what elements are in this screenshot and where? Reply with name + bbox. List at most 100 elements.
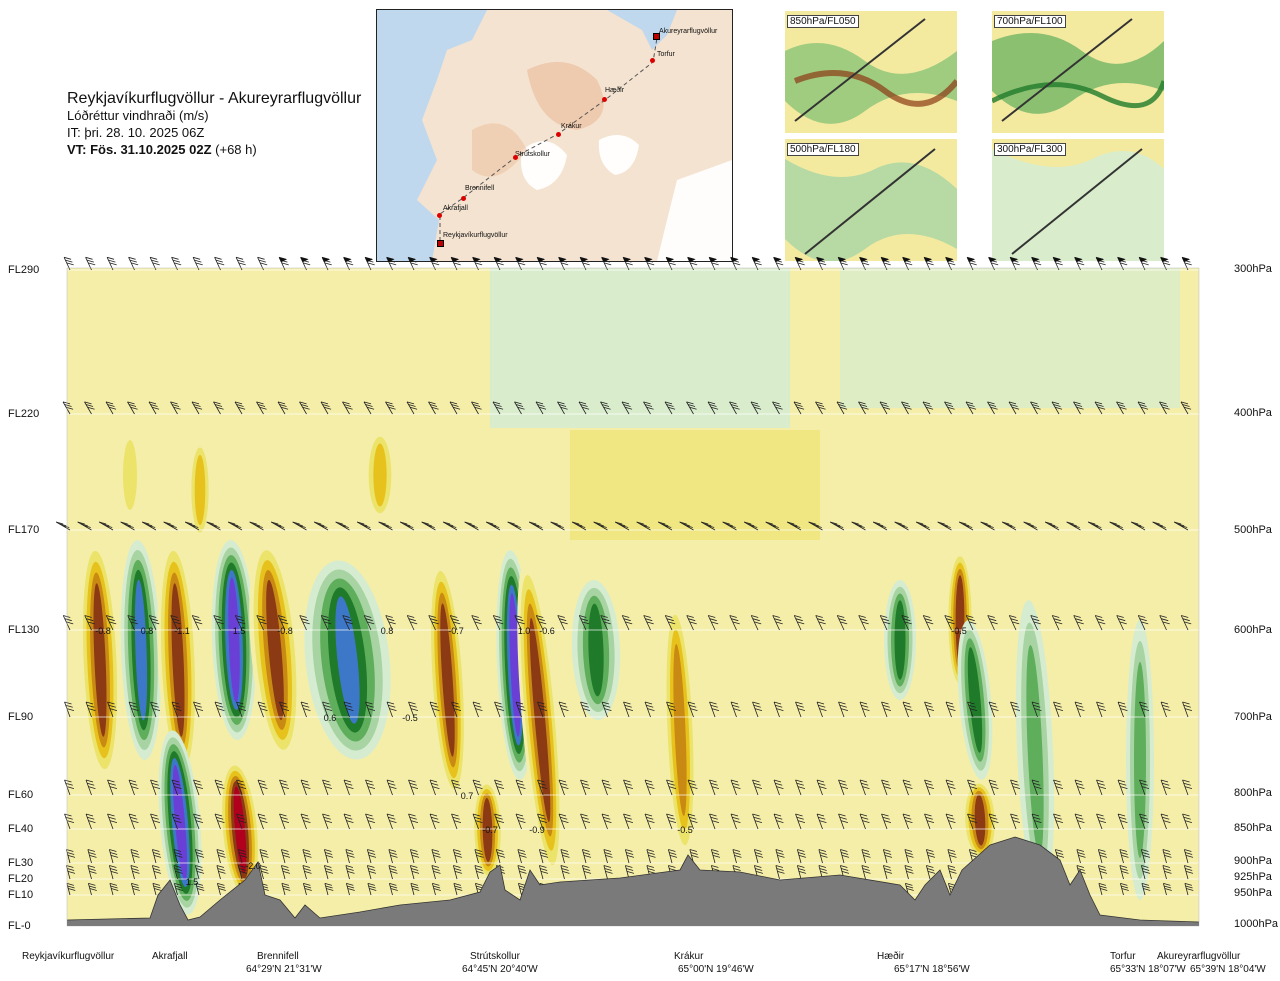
- wind-barb: [861, 849, 871, 864]
- wind-barb: [1152, 521, 1167, 531]
- wind-barb: [750, 615, 762, 631]
- wind-barb: [1173, 521, 1189, 531]
- wind-barb: [1159, 401, 1170, 415]
- wind-barb: [464, 521, 479, 531]
- wind-barb: [796, 865, 807, 880]
- wind-barb: [1162, 849, 1172, 864]
- wind-barb: [765, 521, 780, 531]
- wind-barb: [1053, 813, 1064, 830]
- valid-time-date: VT: Fös. 31.10.2025 02Z: [67, 142, 212, 157]
- wind-barb: [432, 883, 441, 896]
- wind-barb: [621, 401, 633, 415]
- wind-barb: [127, 401, 138, 415]
- y-tick-right: 300hPa: [1234, 263, 1272, 275]
- wind-barb: [345, 865, 355, 880]
- wind-barb: [313, 521, 329, 531]
- wind-barb: [388, 865, 398, 880]
- wind-barb: [107, 701, 118, 718]
- wind-barb: [302, 849, 312, 864]
- thumbnail-500hpa[interactable]: 500hPa/FL180: [785, 139, 957, 261]
- wind-barb: [85, 701, 96, 718]
- wind-barb: [901, 615, 912, 631]
- contour-band: [974, 794, 986, 846]
- wind-barb: [429, 813, 440, 830]
- wind-barb: [967, 813, 978, 830]
- wind-barb: [1109, 521, 1124, 531]
- wind-barb: [277, 401, 289, 415]
- wind-barb: [580, 701, 591, 718]
- wind-barb: [214, 779, 225, 796]
- wind-barb: [1087, 521, 1103, 531]
- wind-barb: [904, 865, 914, 880]
- wind-barb: [389, 883, 398, 896]
- wind-barb: [485, 521, 501, 531]
- contour-band: [134, 579, 148, 721]
- wind-barb: [558, 779, 569, 796]
- thumbnail-300hpa[interactable]: 300hPa/FL300: [992, 139, 1164, 261]
- wind-barb: [1094, 401, 1106, 415]
- wind-barb: [216, 849, 226, 864]
- wind-barb: [191, 401, 203, 415]
- wind-barb: [109, 883, 119, 896]
- wind-barb: [1182, 701, 1193, 718]
- wind-barb: [1160, 779, 1171, 796]
- wind-barb: [752, 779, 763, 796]
- wind-barb: [1098, 883, 1108, 896]
- wind-barb: [816, 813, 827, 830]
- x-place-label: Krákur: [674, 951, 704, 962]
- wind-barb: [1074, 779, 1085, 796]
- wind-barb: [1073, 401, 1084, 415]
- value-label: 1.5: [186, 877, 199, 887]
- wind-barb: [915, 521, 931, 531]
- value-label: 0.7: [461, 791, 474, 801]
- wind-barb: [580, 779, 591, 796]
- wind-barb: [923, 256, 934, 271]
- wind-barb: [838, 813, 849, 830]
- wind-barb: [1180, 401, 1192, 415]
- wind-barb: [194, 865, 205, 880]
- wind-barb: [729, 615, 740, 631]
- map-station-label: Krákur: [561, 123, 582, 130]
- wind-barb: [517, 849, 527, 864]
- contour-band: [967, 647, 983, 753]
- wind-barb: [1130, 521, 1146, 531]
- wind-barb: [280, 865, 291, 880]
- wind-barb: [794, 256, 805, 271]
- wind-barb: [321, 256, 332, 271]
- wind-barb: [729, 401, 740, 415]
- wind-barb: [442, 521, 458, 531]
- wind-barb: [902, 701, 913, 718]
- wind-barb: [1139, 701, 1150, 718]
- wind-barb: [666, 779, 677, 796]
- wind-barb: [214, 701, 225, 718]
- wind-barb: [150, 813, 161, 830]
- thumbnail-label: 300hPa/FL300: [994, 143, 1066, 156]
- wind-barb: [1184, 883, 1194, 896]
- wind-barb: [280, 849, 291, 864]
- wind-barb: [924, 779, 935, 796]
- wind-barb: [322, 701, 333, 718]
- wind-barb: [1139, 813, 1150, 830]
- wind-barb: [601, 701, 612, 718]
- wind-barb: [1073, 615, 1084, 631]
- wind-barb: [128, 701, 139, 718]
- wind-barb: [150, 701, 161, 718]
- wind-barb: [593, 521, 608, 531]
- wind-barb: [861, 865, 871, 880]
- thumbnail-700hpa[interactable]: 700hPa/FL100: [992, 11, 1164, 133]
- y-tick-right: 925hPa: [1234, 871, 1272, 883]
- wind-barb: [1180, 615, 1192, 631]
- wind-barb: [710, 849, 721, 864]
- wind-barb: [793, 401, 805, 415]
- wind-barb: [753, 849, 764, 864]
- wind-barb: [1053, 701, 1064, 718]
- wind-barb: [171, 701, 182, 718]
- wind-barb: [687, 701, 698, 718]
- wind-barb: [452, 849, 463, 864]
- wind-barb: [363, 401, 375, 415]
- wind-barb: [365, 813, 376, 830]
- wind-barb: [944, 615, 955, 631]
- wind-barb: [1052, 256, 1063, 271]
- thumbnail-850hpa[interactable]: 850hPa/FL050: [785, 11, 957, 133]
- value-label: -1.1: [174, 626, 190, 636]
